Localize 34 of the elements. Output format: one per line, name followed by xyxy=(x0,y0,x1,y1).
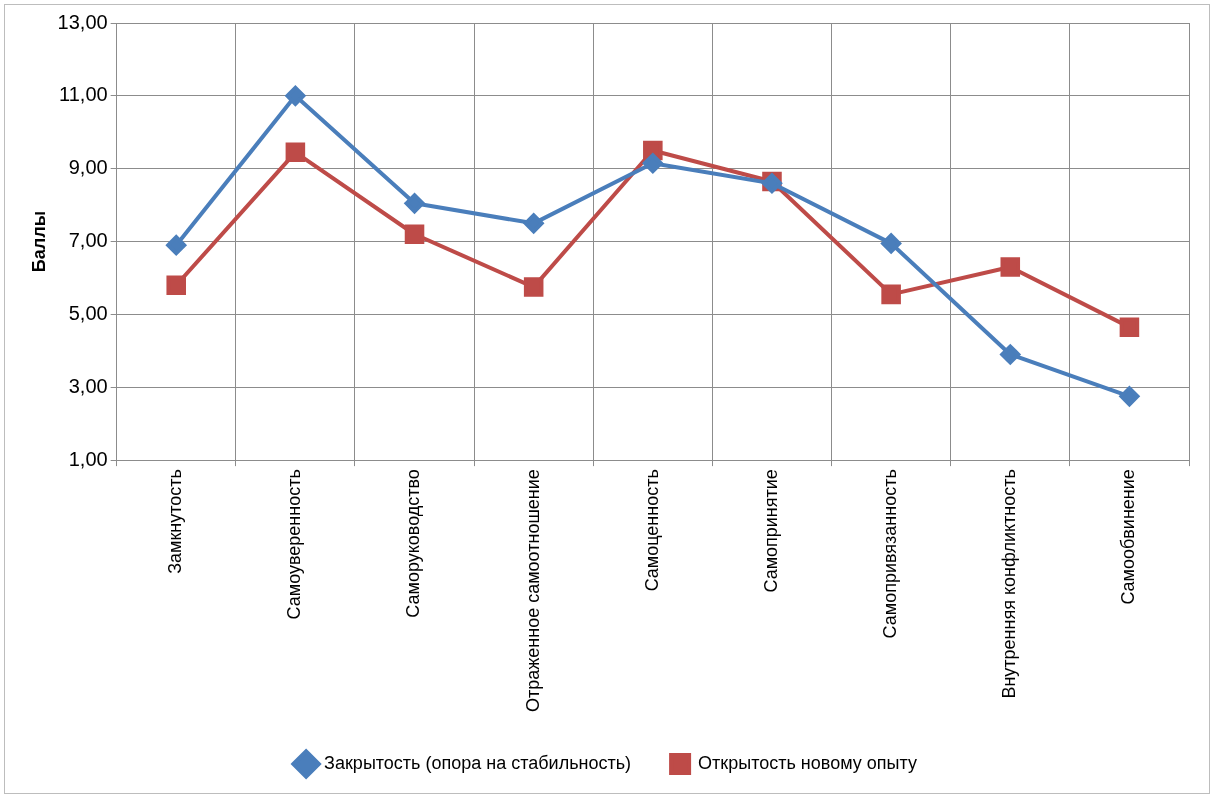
point xyxy=(1119,317,1140,337)
point xyxy=(166,235,187,256)
x-tick-label: Самоуверенность xyxy=(284,469,305,620)
x-tick-label: Самопринятие xyxy=(760,469,781,593)
x-tick-label: Внутренняя конфликтность xyxy=(999,469,1020,699)
point xyxy=(881,284,901,305)
legend-label: Закрытость (опора на стабильность) xyxy=(324,752,632,773)
point xyxy=(404,224,425,245)
point xyxy=(285,142,306,163)
point xyxy=(404,193,425,214)
y-tick-label: 1,00 xyxy=(68,447,108,470)
x-tick-label: Самопривязанность xyxy=(880,469,901,639)
legend-label: Открытость новому опыту xyxy=(698,752,917,773)
point xyxy=(1000,257,1021,277)
point xyxy=(523,277,544,297)
y-tick-label: 13,00 xyxy=(57,10,108,33)
point xyxy=(166,275,186,296)
point xyxy=(285,85,306,106)
point xyxy=(1119,386,1140,407)
x-tick-label: Саморуководство xyxy=(403,469,424,618)
y-tick-label: 7,00 xyxy=(68,229,108,252)
y-axis-title: Баллы xyxy=(28,210,49,273)
y-tick-label: 3,00 xyxy=(68,374,108,397)
point xyxy=(881,233,902,254)
point xyxy=(1000,344,1021,365)
x-tick-label: Отраженное самоотношение xyxy=(522,469,543,712)
y-tick-label: 5,00 xyxy=(68,301,108,324)
point xyxy=(523,213,544,234)
y-tick-label: 11,00 xyxy=(59,83,108,106)
y-tick-label: 9,00 xyxy=(68,156,108,179)
x-tick-label: Замкнутость xyxy=(165,469,186,574)
x-tick-label: Самоценность xyxy=(641,469,662,592)
point xyxy=(642,153,663,174)
x-tick-label: Самообвинение xyxy=(1118,469,1139,605)
